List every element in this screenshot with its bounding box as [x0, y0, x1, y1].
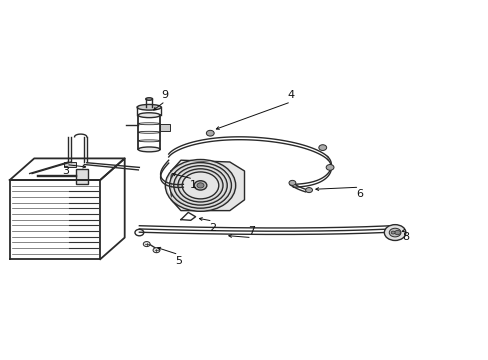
- Text: 6: 6: [355, 189, 362, 199]
- Circle shape: [318, 145, 326, 150]
- Circle shape: [394, 230, 400, 235]
- Circle shape: [388, 228, 400, 237]
- Circle shape: [194, 181, 206, 190]
- Circle shape: [390, 231, 394, 234]
- Text: 1: 1: [189, 180, 196, 190]
- Circle shape: [143, 242, 150, 247]
- Text: 7: 7: [248, 226, 255, 236]
- Text: 2: 2: [209, 222, 216, 233]
- Ellipse shape: [138, 113, 160, 118]
- Text: 8: 8: [402, 232, 408, 242]
- Circle shape: [288, 180, 295, 185]
- Bar: [160, 124, 170, 131]
- Ellipse shape: [145, 98, 152, 100]
- Polygon shape: [171, 160, 244, 211]
- Circle shape: [325, 165, 333, 170]
- Text: 4: 4: [287, 90, 294, 100]
- Ellipse shape: [137, 104, 161, 110]
- Circle shape: [197, 183, 203, 188]
- Text: 5: 5: [175, 256, 182, 266]
- Circle shape: [305, 188, 312, 193]
- Ellipse shape: [138, 147, 160, 152]
- Circle shape: [384, 225, 405, 240]
- Bar: [63, 162, 76, 167]
- Circle shape: [206, 130, 214, 136]
- Circle shape: [153, 248, 160, 253]
- Bar: [76, 169, 88, 184]
- Text: 9: 9: [162, 90, 168, 100]
- Text: 3: 3: [62, 166, 69, 176]
